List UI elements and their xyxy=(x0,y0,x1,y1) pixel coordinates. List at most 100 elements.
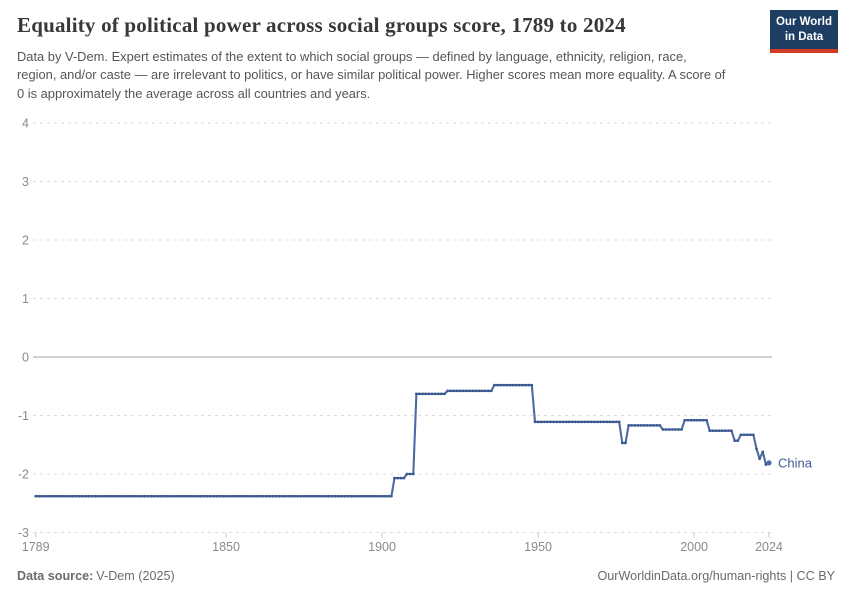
data-point-dot xyxy=(43,494,47,498)
x-tick-label: 1900 xyxy=(368,540,396,554)
data-point-dot xyxy=(96,494,100,498)
data-point-dot xyxy=(333,494,337,498)
data-point-dot xyxy=(627,424,630,427)
data-point-dot xyxy=(533,420,537,424)
data-point-dot xyxy=(237,494,240,498)
y-tick-label: -1 xyxy=(18,409,29,423)
data-point-dot xyxy=(308,494,312,498)
data-point-dot xyxy=(109,494,112,498)
data-point-dot xyxy=(324,494,328,498)
data-point-dot xyxy=(115,494,119,498)
data-point-dot xyxy=(355,494,359,498)
data-point-dot xyxy=(343,494,346,498)
data-point-dot xyxy=(177,494,181,498)
data-point-dot xyxy=(683,418,687,422)
data-point-dot xyxy=(502,383,506,387)
data-point-dot xyxy=(736,439,740,443)
x-tick-label: 1950 xyxy=(524,540,552,554)
data-point-dot xyxy=(190,494,194,498)
y-tick-label: -2 xyxy=(18,467,29,481)
series-line-china[interactable] xyxy=(34,384,771,498)
data-point-dot xyxy=(65,494,69,498)
series-end-dot xyxy=(766,460,772,466)
data-point-dot xyxy=(184,494,187,498)
data-point-dot xyxy=(274,494,278,498)
data-point-dot xyxy=(365,494,368,498)
data-point-dot xyxy=(427,392,431,396)
data-point-dot xyxy=(340,494,343,498)
data-point-dot xyxy=(636,424,640,427)
data-point-dot xyxy=(209,494,212,498)
data-point-dot xyxy=(90,494,94,498)
data-point-dot xyxy=(695,418,699,422)
data-point-dot xyxy=(620,441,624,445)
entity-label-china[interactable]: China xyxy=(778,455,813,470)
owid-logo: Our World in Data xyxy=(770,10,838,54)
data-point-dot xyxy=(390,494,393,498)
data-point-dot xyxy=(227,494,231,498)
data-point-dot xyxy=(415,392,418,396)
data-point-dot xyxy=(605,420,609,424)
data-point-dot xyxy=(698,418,702,422)
y-tick-label: 1 xyxy=(22,292,29,306)
data-point-dot xyxy=(399,476,403,480)
data-point-dot xyxy=(661,428,665,431)
data-point-dot xyxy=(677,428,680,431)
data-point-dot xyxy=(152,494,156,498)
data-point-dot xyxy=(708,429,712,433)
data-point-dot xyxy=(670,428,674,431)
data-point-dot xyxy=(349,494,353,498)
data-point-dot xyxy=(40,494,44,498)
data-point-dot xyxy=(62,494,66,498)
data-point-dot xyxy=(518,383,521,387)
data-point-dot xyxy=(240,494,243,498)
data-point-dot xyxy=(742,433,746,437)
data-point-dot xyxy=(424,392,428,396)
data-point-dot xyxy=(212,494,215,498)
data-point-dot xyxy=(249,494,253,498)
data-point-dot xyxy=(586,420,590,424)
data-point-dot xyxy=(443,392,446,396)
data-point-dot xyxy=(471,389,474,393)
data-point-dot xyxy=(321,494,325,498)
data-point-dot xyxy=(199,494,203,498)
data-point-dot xyxy=(277,494,281,498)
data-point-dot xyxy=(49,494,53,498)
data-point-dot xyxy=(574,420,577,424)
data-point-dot xyxy=(402,476,406,480)
data-point-dot xyxy=(440,392,443,396)
data-point-dot xyxy=(505,383,509,387)
data-point-dot xyxy=(121,494,125,498)
data-point-dot xyxy=(46,494,50,498)
data-point-dot xyxy=(483,389,487,393)
data-point-dot xyxy=(346,494,350,498)
data-point-dot xyxy=(383,494,387,498)
data-point-dot xyxy=(461,389,465,393)
data-point-dot xyxy=(81,494,84,498)
data-point-dot xyxy=(87,494,91,498)
data-point-dot xyxy=(680,428,683,431)
data-point-dot xyxy=(374,494,378,498)
data-point-dot xyxy=(393,476,396,480)
data-point-dot xyxy=(624,441,627,445)
data-point-dot xyxy=(196,494,200,498)
data-point-dot xyxy=(53,494,56,498)
data-point-dot xyxy=(446,389,449,393)
y-tick-label: 3 xyxy=(22,175,29,189)
data-point-dot xyxy=(34,494,38,498)
data-point-dot xyxy=(327,494,331,498)
data-point-dot xyxy=(262,494,265,498)
data-point-dot xyxy=(371,494,375,498)
data-point-dot xyxy=(352,494,356,498)
data-point-dot xyxy=(611,420,615,424)
data-point-dot xyxy=(118,494,122,498)
data-point-dot xyxy=(596,420,599,424)
data-point-dot xyxy=(78,494,81,498)
data-point-dot xyxy=(549,420,552,424)
logo-line1: Our World xyxy=(775,16,832,28)
data-point-dot xyxy=(580,420,584,424)
data-point-dot xyxy=(84,494,87,498)
data-point-dot xyxy=(564,420,568,424)
data-point-dot xyxy=(202,494,206,498)
